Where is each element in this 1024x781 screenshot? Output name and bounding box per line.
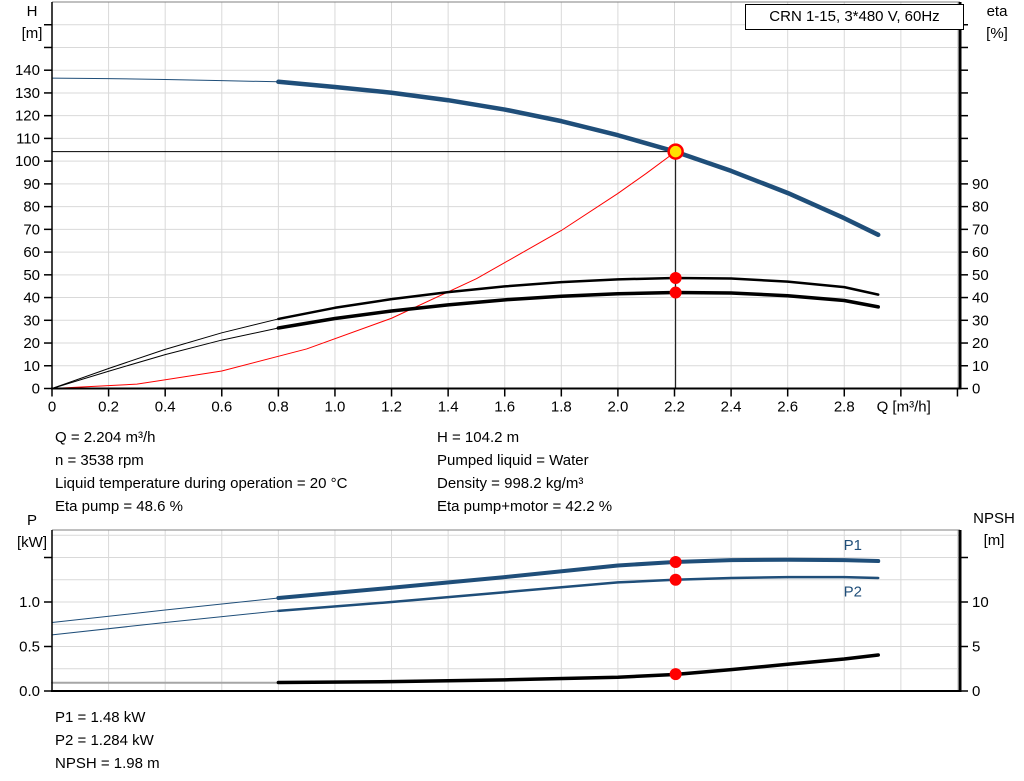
- right-tick-label: 0: [972, 381, 980, 398]
- left-tick-label: 90: [23, 176, 40, 193]
- left-tick-label: 70: [23, 221, 40, 238]
- pump-title-box: CRN 1-15, 3*480 V, 60Hz: [745, 4, 964, 30]
- left-tick-label: 60: [23, 244, 40, 261]
- left-tick-label: 110: [16, 130, 40, 147]
- info-line-density: Density = 998.2 kg/m³: [437, 475, 584, 492]
- p1-point: [669, 555, 682, 568]
- right-tick-label: 50: [972, 267, 989, 284]
- left-tick-label: 20: [23, 335, 40, 352]
- npsh-axis-unit: [m]: [983, 532, 1005, 549]
- eta-pump-motor-low-flow: [51, 327, 279, 389]
- eta-pump-low-flow: [51, 318, 279, 389]
- x-tick-label: 0.4: [155, 399, 176, 416]
- left-tick-label: 100: [15, 153, 40, 170]
- right-tick-label: 5: [972, 639, 980, 656]
- x-tick-label: 0.8: [268, 399, 289, 416]
- h-axis-unit: [m]: [21, 25, 43, 42]
- info-line-p2: P2 = 1.284 kW: [55, 732, 154, 749]
- info-line-eta-pump: Eta pump = 48.6 %: [55, 498, 183, 515]
- x-tick-label: 2.0: [607, 399, 628, 416]
- x-tick-label: 1.4: [438, 399, 459, 416]
- p2-low-flow: [51, 610, 279, 636]
- right-tick-label: 10: [972, 594, 989, 611]
- info-line-n: n = 3538 rpm: [55, 452, 144, 469]
- left-tick-label: 10: [23, 358, 40, 375]
- x-tick-label: 1.0: [325, 399, 346, 416]
- x-tick-label: 2.4: [721, 399, 742, 416]
- duty-info-column-2: H = 104.2 m Pumped liquid = Water Densit…: [437, 426, 612, 518]
- h-axis-label: H: [26, 3, 38, 20]
- x-tick-label: 0.6: [211, 399, 232, 416]
- x-tick-label: 2.6: [777, 399, 798, 416]
- info-line-p1: P1 = 1.48 kW: [55, 709, 146, 726]
- p2-curve: [277, 575, 880, 613]
- head-curve: [276, 79, 881, 238]
- info-line-h: H = 104.2 m: [437, 429, 520, 446]
- x-tick-label: 1.6: [494, 399, 515, 416]
- x-tick-label: 2.2: [664, 399, 685, 416]
- right-tick-label: 10: [972, 358, 989, 375]
- x-tick-label: 0: [48, 399, 56, 416]
- right-tick-label: 60: [972, 244, 989, 261]
- info-line-npsh: NPSH = 1.98 m: [55, 755, 160, 772]
- info-line-q: Q = 2.204 m³/h: [55, 429, 156, 446]
- p-axis-label: P: [26, 512, 37, 529]
- eta-pump-motor-curve: [276, 290, 880, 330]
- left-tick-label: 50: [23, 267, 40, 284]
- left-tick-label: 80: [23, 199, 40, 216]
- npsh-point: [669, 668, 682, 681]
- x-tick-label: 0.2: [98, 399, 119, 416]
- left-tick-label: 0: [32, 381, 40, 398]
- x-tick-label: 1.2: [381, 399, 402, 416]
- left-tick-label: 130: [15, 85, 40, 102]
- eta-pump-point: [669, 272, 682, 285]
- left-tick-label: 30: [23, 312, 40, 329]
- p2-point: [669, 573, 682, 586]
- x-tick-label: 2.8: [834, 399, 855, 416]
- info-line-liquid: Pumped liquid = Water: [437, 452, 589, 469]
- right-tick-label: 80: [972, 199, 989, 216]
- info-line-temp: Liquid temperature during operation = 20…: [55, 475, 348, 492]
- eta-pump-motor-point: [669, 286, 682, 299]
- left-tick-label: 40: [23, 290, 40, 307]
- left-tick-label: 0.5: [19, 639, 40, 656]
- right-tick-label: 90: [972, 176, 989, 193]
- p1-curve: [276, 557, 881, 600]
- info-line-eta-pump-motor: Eta pump+motor = 42.2 %: [437, 498, 613, 515]
- right-tick-label: 0: [972, 683, 980, 700]
- power-info-block: P1 = 1.48 kW P2 = 1.284 kW NPSH = 1.98 m: [55, 706, 160, 775]
- eta-axis-label: eta: [986, 3, 1008, 20]
- right-tick-label: 40: [972, 290, 989, 307]
- eta-pump-curve: [277, 276, 880, 321]
- left-tick-label: 140: [15, 62, 40, 79]
- right-tick-label: 70: [972, 221, 989, 238]
- p2-curve-label: P2: [844, 583, 862, 600]
- right-tick-label: 30: [972, 312, 989, 329]
- system-curve: [51, 151, 677, 389]
- duty-info-column-1: Q = 2.204 m³/h n = 3538 rpm Liquid tempe…: [55, 426, 347, 518]
- head-curve-low-flow: [51, 77, 279, 83]
- p1-curve-label: P1: [844, 537, 862, 554]
- left-tick-label: 120: [15, 108, 40, 125]
- eta-axis-unit: [%]: [986, 25, 1008, 42]
- p-axis-unit: [kW]: [17, 534, 47, 551]
- x-tick-label: 1.8: [551, 399, 572, 416]
- left-tick-label: 0.0: [19, 683, 40, 700]
- x-axis-title: Q [m³/h]: [877, 399, 931, 416]
- npsh-axis-label: NPSH: [973, 510, 1015, 527]
- p1-low-flow: [51, 597, 279, 623]
- left-tick-label: 1.0: [19, 594, 40, 611]
- right-tick-label: 20: [972, 335, 989, 352]
- duty-point: [667, 143, 684, 160]
